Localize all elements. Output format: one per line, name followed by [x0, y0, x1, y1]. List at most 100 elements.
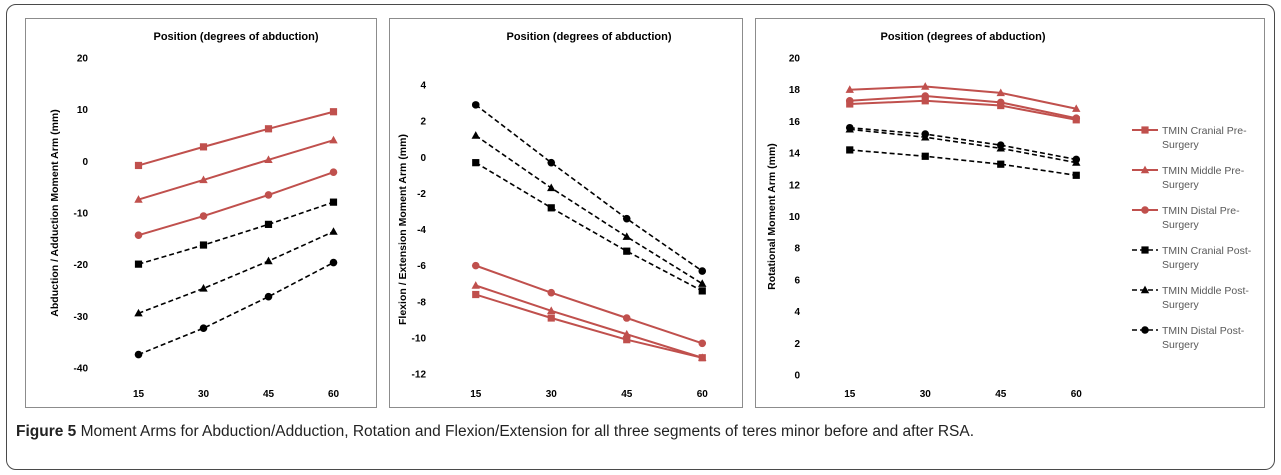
legend-marker	[1141, 126, 1149, 134]
series-line	[138, 261, 334, 356]
data-point	[199, 284, 208, 292]
series-line	[138, 110, 334, 167]
series-post-triangle	[471, 131, 707, 287]
series-pre-circle	[134, 168, 338, 240]
y-tick-label: -12	[412, 370, 427, 381]
x-tick-label: 45	[995, 389, 1007, 400]
data-point	[264, 256, 273, 265]
data-point	[471, 281, 480, 289]
data-point	[698, 287, 706, 295]
data-point	[471, 131, 480, 139]
data-point	[264, 191, 273, 199]
data-point	[199, 212, 208, 220]
data-point	[845, 123, 854, 132]
y-tick-label: 8	[794, 244, 800, 255]
chart-rotational: Position (degrees of abduction) Rotationa…	[755, 18, 1265, 408]
y-tick-label: -10	[74, 209, 89, 220]
y-tick-label: 16	[789, 117, 801, 128]
y-tick-label: 6	[794, 275, 800, 286]
data-point	[547, 314, 555, 322]
legend-label: TMIN Middle Post-	[1162, 285, 1249, 297]
series-post-square	[846, 146, 1080, 179]
y-tick-label: 4	[420, 81, 426, 92]
data-point	[329, 135, 338, 144]
series-post-circle	[845, 123, 1081, 164]
series-pre-triangle	[845, 82, 1081, 112]
data-point	[199, 324, 208, 333]
data-point	[698, 279, 707, 287]
x-tick-label: 15	[470, 389, 482, 400]
series-pre-triangle	[471, 281, 707, 361]
y-tick-label: -40	[74, 364, 89, 375]
data-point	[698, 353, 707, 361]
series-line	[475, 134, 703, 285]
chart-abduction-adduction: Position (degrees of abduction) Abduction…	[25, 18, 377, 408]
series-post-square	[134, 198, 338, 268]
series-line	[138, 171, 334, 237]
data-point	[845, 85, 854, 93]
data-point	[329, 258, 338, 267]
data-point	[472, 159, 480, 167]
legend-label: Surgery	[1162, 299, 1200, 311]
data-point	[622, 329, 631, 338]
series-line	[849, 85, 1077, 110]
series-pre-triangle	[134, 135, 338, 203]
series-line	[849, 95, 1077, 120]
series-line	[475, 104, 703, 272]
data-point	[264, 220, 273, 228]
series-line	[138, 230, 334, 314]
data-point	[622, 314, 631, 322]
y-tick-label: 10	[789, 212, 801, 223]
x-tick-label: 30	[546, 389, 558, 400]
x-tick-label: 60	[328, 389, 340, 400]
data-point	[264, 125, 273, 133]
figure-label: Figure 5	[16, 423, 77, 440]
data-point	[921, 97, 929, 105]
series-line	[475, 264, 703, 345]
series-line	[475, 161, 703, 292]
data-point	[996, 141, 1005, 149]
caption-text: Moment Arms for Abduction/Adduction, Rot…	[76, 423, 970, 440]
series-pre-circle	[845, 92, 1081, 123]
x-tick-label: 60	[697, 389, 709, 400]
legend-item: TMIN Distal Post- Surgery	[1132, 325, 1245, 351]
legend-label: TMIN Middle Pre-	[1162, 165, 1245, 177]
y-tick-label: 20	[77, 54, 89, 65]
y-tick-label: 0	[82, 157, 88, 168]
data-point	[547, 204, 555, 212]
x-tick-label: 15	[133, 389, 145, 400]
chart-flexion-extension: Position (degrees of abduction) Flexion /…	[389, 18, 743, 408]
legend-item: TMIN Distal Pre- Surgery	[1132, 205, 1240, 231]
legend-label: TMIN Cranial Post-	[1162, 245, 1252, 257]
y-axis-label: Rotational Moment Arm (mm)	[766, 143, 778, 290]
legend-marker	[1141, 326, 1149, 334]
legend-marker	[1141, 206, 1149, 214]
x-tick-label: 45	[621, 389, 633, 400]
y-tick-label: -20	[74, 260, 89, 271]
data-point	[921, 92, 930, 100]
series-line	[849, 126, 1077, 161]
y-tick-label: 10	[77, 105, 89, 116]
data-point	[199, 241, 208, 249]
series-pre-circle	[471, 261, 707, 348]
data-point	[264, 155, 273, 163]
legend-label: TMIN Distal Pre-	[1162, 205, 1240, 217]
data-point	[623, 247, 631, 255]
series-post-circle	[134, 258, 338, 359]
data-point	[329, 227, 338, 235]
data-point	[134, 195, 143, 203]
series-line	[138, 201, 334, 265]
data-point	[846, 146, 854, 154]
legend-item: TMIN Middle Pre- Surgery	[1132, 165, 1245, 191]
y-tick-label: 18	[789, 85, 801, 96]
caption-period: .	[969, 423, 975, 440]
series-pre-square	[134, 108, 338, 170]
y-tick-label: -30	[74, 312, 89, 323]
data-point	[622, 232, 631, 240]
x-tick-label: 45	[263, 389, 275, 400]
legend-item: TMIN Cranial Post- Surgery	[1132, 245, 1252, 271]
y-tick-label: 12	[789, 180, 801, 191]
data-point	[1072, 155, 1081, 164]
data-point	[199, 143, 208, 151]
